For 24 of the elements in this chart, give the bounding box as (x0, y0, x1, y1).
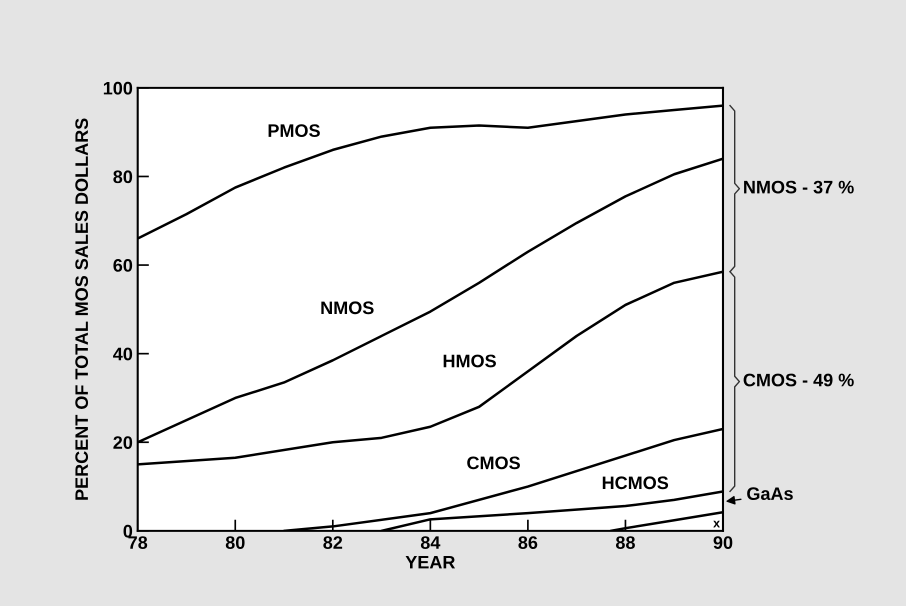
y-tick-label: 0 (124, 524, 132, 538)
annotation: PMOS (268, 124, 320, 138)
annotation: CMOS (467, 456, 520, 470)
annotation: NMOS (321, 301, 374, 314)
x-tick-label: 88 (616, 536, 635, 549)
y-tick-label: 100 (104, 82, 132, 95)
y-tick-label: 60 (113, 259, 132, 272)
text: NMOS - 37 % (744, 180, 854, 194)
y-axis-title: PERCENT OF TOTAL MOS SALES DOLLARS (75, 118, 88, 500)
y-tick-label: 40 (113, 348, 132, 360)
x-axis-title: YEAR (406, 556, 456, 568)
x-tick-label: 90 (714, 536, 732, 549)
text: CMOS - 49 % (744, 374, 854, 386)
y-tick-label: 20 (113, 436, 132, 449)
x-tick-label: 86 (518, 536, 538, 549)
x-tick-label: 78 (128, 536, 148, 549)
annotation: x (713, 520, 720, 528)
x-tick-label: 82 (323, 536, 342, 549)
annotation: HMOS (444, 354, 496, 368)
y-tick-label: 80 (113, 170, 132, 184)
x-tick-label: 80 (226, 536, 245, 549)
annotation: HCMOS (602, 476, 668, 490)
text: GaAs (747, 487, 793, 500)
x-tick-label: 84 (420, 536, 440, 549)
